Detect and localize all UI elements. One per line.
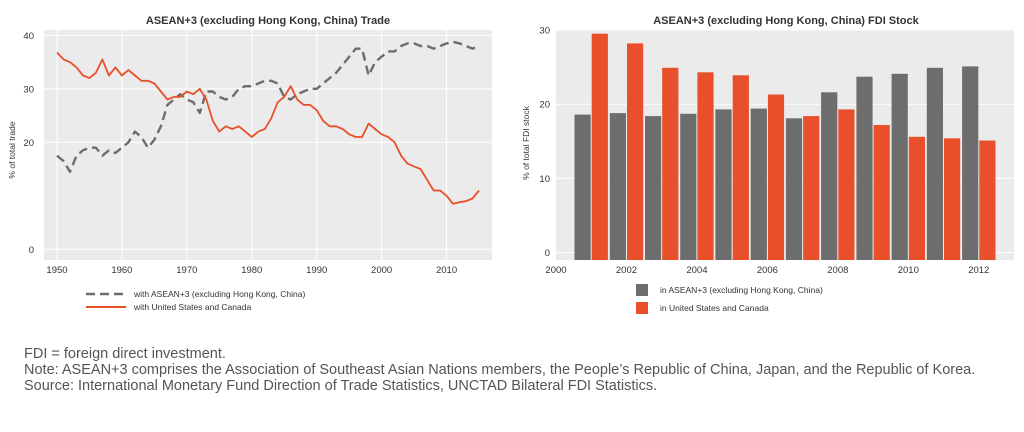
fdi-bar-asean-2005 bbox=[715, 109, 732, 261]
legend-swatch-asean-fdi bbox=[636, 284, 648, 296]
fdi-bar-asean-2003 bbox=[645, 116, 662, 260]
fdi-bar-us-canada-2012 bbox=[979, 140, 996, 260]
fdi-x-tick-2002: 2002 bbox=[616, 265, 637, 276]
fdi-x-tick-2010: 2010 bbox=[898, 265, 919, 276]
fdi-bar-asean-2004 bbox=[680, 113, 697, 260]
trade-y-tick-40: 40 bbox=[23, 31, 34, 42]
fdi-y-axis-label: % of total FDI stock bbox=[521, 105, 531, 179]
note-source: Source: International Monetary Fund Dire… bbox=[24, 378, 658, 394]
fdi-bar-asean-2010 bbox=[891, 73, 908, 260]
trade-series-us-canada-line bbox=[56, 51, 480, 205]
fdi-y-tick-30: 30 bbox=[539, 26, 550, 37]
legend-label-asean-fdi: in ASEAN+3 (excluding Hong Kong, China) bbox=[660, 285, 823, 295]
fdi-x-tick-2012: 2012 bbox=[968, 265, 989, 276]
trade-x-tick-1950: 1950 bbox=[46, 265, 67, 276]
fdi-bar-asean-2009 bbox=[856, 76, 873, 260]
trade-gridlines bbox=[44, 30, 492, 260]
trade-y-tick-20: 20 bbox=[23, 138, 34, 149]
fdi-bar-asean-2008 bbox=[821, 92, 838, 260]
trade-y-tick-0: 0 bbox=[29, 245, 34, 256]
trade-chart-title: ASEAN+3 (excluding Hong Kong, China) Tra… bbox=[146, 15, 390, 27]
fdi-bar-us-canada-2008 bbox=[838, 109, 855, 261]
legend-swatch-us-canada-fdi bbox=[636, 302, 648, 314]
fdi-bar-asean-2002 bbox=[609, 113, 626, 260]
trade-series-asean-line bbox=[56, 40, 480, 173]
fdi-x-tick-2006: 2006 bbox=[757, 265, 778, 276]
fdi-x-tick-2000: 2000 bbox=[545, 265, 566, 276]
trade-plot-area bbox=[44, 30, 492, 260]
fdi-bar-asean-2011 bbox=[926, 67, 943, 260]
fdi-bar-us-canada-2005 bbox=[732, 75, 749, 260]
fdi-y-tick-20: 20 bbox=[539, 100, 550, 111]
note-definition: Note: ASEAN+3 comprises the Association … bbox=[24, 362, 976, 378]
trade-x-tick-1980: 1980 bbox=[241, 265, 262, 276]
fdi-x-tick-2004: 2004 bbox=[686, 265, 707, 276]
fdi-bars bbox=[574, 33, 996, 261]
trade-x-tick-1960: 1960 bbox=[111, 265, 132, 276]
trade-legend: with ASEAN+3 (excluding Hong Kong, China… bbox=[86, 289, 305, 312]
figure-notes: FDI = foreign direct investment. Note: A… bbox=[24, 346, 1014, 394]
trade-y-axis-label: % of total trade bbox=[7, 121, 17, 178]
fdi-bar-chart: 0 10 20 30 2000 2002 2004 2006 2008 2010 2012 ASEA… bbox=[521, 15, 1014, 314]
fdi-tick-labels: 0 10 20 30 2000 2002 2004 2006 2008 2010 2012 bbox=[539, 26, 989, 277]
trade-x-tick-2010: 2010 bbox=[436, 265, 457, 276]
fdi-bar-us-canada-2003 bbox=[662, 67, 679, 260]
legend-label-us-canada-trade: with United States and Canada bbox=[133, 302, 251, 312]
fdi-bar-us-canada-2009 bbox=[873, 125, 890, 260]
trade-y-tick-30: 30 bbox=[23, 84, 34, 95]
trade-x-tick-1970: 1970 bbox=[176, 265, 197, 276]
trade-line-chart: 1950 1960 1970 1980 1990 2000 2010 0 20 30 40 ASEA… bbox=[7, 15, 492, 312]
note-abbreviation: FDI = foreign direct investment. bbox=[24, 346, 226, 362]
fdi-y-tick-0: 0 bbox=[545, 248, 550, 259]
legend-label-asean-trade: with ASEAN+3 (excluding Hong Kong, China… bbox=[133, 289, 305, 299]
fdi-bar-asean-2006 bbox=[750, 108, 767, 260]
fdi-bar-asean-2012 bbox=[962, 66, 979, 261]
fdi-bar-us-canada-2007 bbox=[803, 116, 820, 260]
fdi-legend: in ASEAN+3 (excluding Hong Kong, China) … bbox=[636, 284, 823, 314]
trade-x-tick-2000: 2000 bbox=[371, 265, 392, 276]
trade-tick-labels: 1950 1960 1970 1980 1990 2000 2010 0 20 30 40 bbox=[23, 31, 457, 276]
trade-x-tick-1990: 1990 bbox=[306, 265, 327, 276]
fdi-bar-us-canada-2004 bbox=[697, 72, 714, 260]
fdi-bar-us-canada-2010 bbox=[908, 136, 925, 260]
fdi-bar-us-canada-2011 bbox=[944, 138, 961, 260]
fdi-y-tick-10: 10 bbox=[539, 174, 550, 185]
fdi-bar-us-canada-2002 bbox=[627, 43, 644, 261]
legend-label-us-canada-fdi: in United States and Canada bbox=[660, 303, 769, 313]
fdi-bar-us-canada-2001 bbox=[591, 33, 608, 261]
fdi-chart-title: ASEAN+3 (excluding Hong Kong, China) FDI… bbox=[653, 15, 919, 27]
fdi-bar-asean-2001 bbox=[574, 114, 591, 260]
fdi-x-tick-2008: 2008 bbox=[827, 265, 848, 276]
fdi-bar-asean-2007 bbox=[785, 118, 803, 260]
trade-series-lines bbox=[56, 40, 480, 205]
fdi-bar-us-canada-2006 bbox=[767, 94, 785, 260]
